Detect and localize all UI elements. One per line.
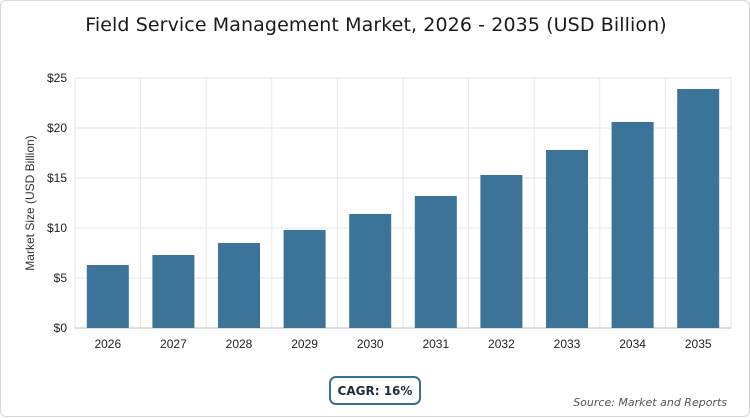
- bar-2030[interactable]: [349, 214, 392, 328]
- bar-2026[interactable]: [86, 265, 129, 328]
- y-tick-label: $20: [47, 121, 67, 135]
- bar-2032[interactable]: [480, 175, 523, 328]
- bar-2028[interactable]: [218, 243, 260, 328]
- x-tick-label: 2027: [160, 337, 187, 351]
- x-tick-labels: 2026 2027 2028 2029 2030 2031 2032 2033 2034 2035: [94, 337, 711, 351]
- chart-title: Field Service Management Market, 2026 - …: [85, 14, 667, 36]
- x-tick-label: 2034: [619, 337, 646, 351]
- y-tick-label: $15: [47, 171, 67, 185]
- y-axis-label: Market Size (USD Billion): [23, 135, 37, 270]
- bars: [86, 89, 720, 328]
- bar-2029[interactable]: [283, 230, 326, 328]
- bar-2033[interactable]: [546, 150, 588, 328]
- bar-2031[interactable]: [414, 196, 457, 328]
- source-note: Source: Market and Reports: [573, 396, 727, 409]
- cagr-badge: CAGR: 16%: [329, 376, 421, 405]
- x-tick-label: 2031: [422, 337, 449, 351]
- y-tick-labels: $0 $5 $10 $15 $20 $25: [47, 71, 67, 335]
- x-tick-label: 2035: [685, 337, 712, 351]
- y-tick-label: $25: [47, 71, 67, 85]
- x-tick-label: 2033: [554, 337, 581, 351]
- x-tick-label: 2029: [291, 337, 318, 351]
- y-tick-label: $5: [54, 271, 68, 285]
- x-tick-label: 2028: [226, 337, 253, 351]
- bar-2027[interactable]: [152, 255, 195, 328]
- bar-2034[interactable]: [611, 122, 654, 328]
- y-tick-label: $0: [54, 321, 68, 335]
- x-tick-label: 2032: [488, 337, 515, 351]
- x-tick-label: 2026: [94, 337, 121, 351]
- bar-2035[interactable]: [677, 89, 720, 328]
- y-tick-label: $10: [47, 221, 67, 235]
- x-tick-label: 2030: [357, 337, 384, 351]
